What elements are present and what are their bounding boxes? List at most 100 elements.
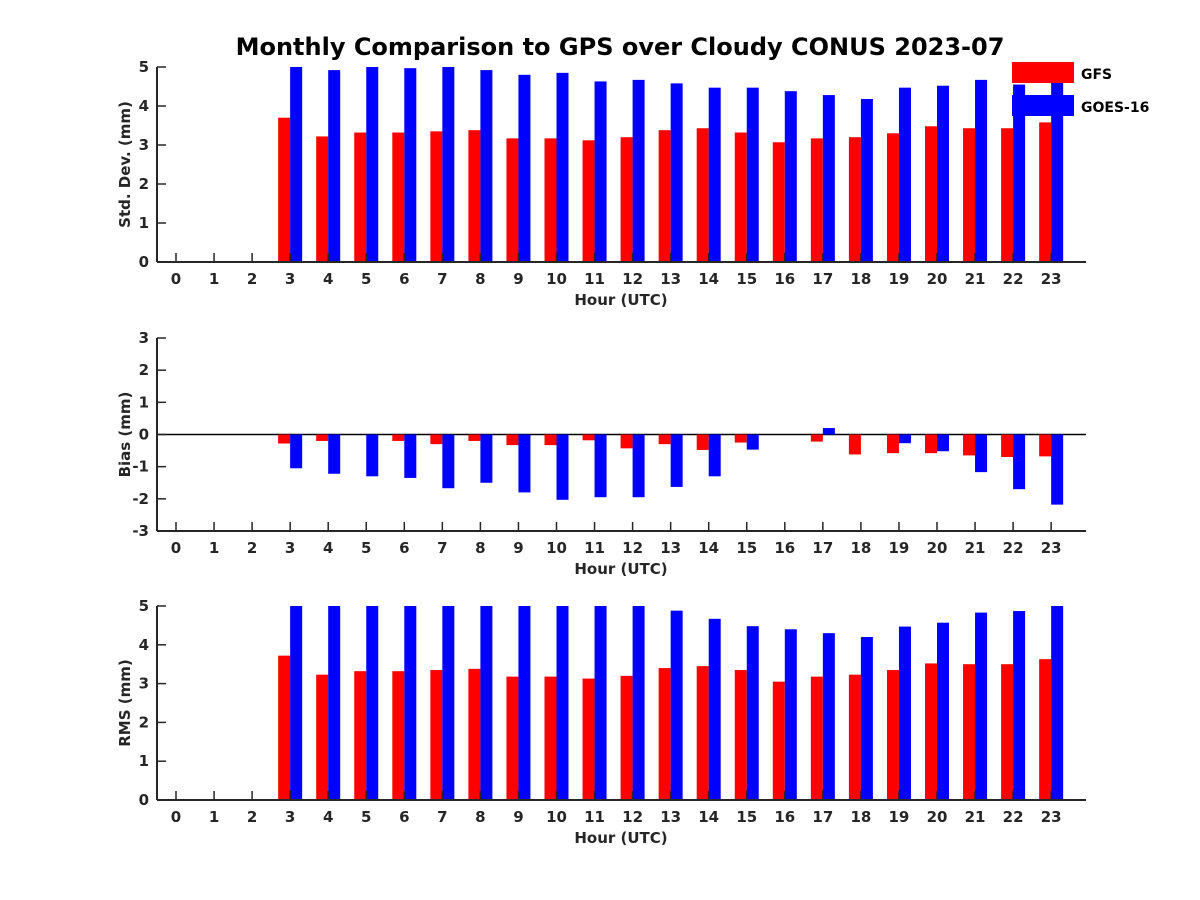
bar-goes-16-23	[1051, 606, 1064, 800]
x-tick-label: 14	[698, 808, 719, 826]
x-tick-label: 3	[285, 270, 295, 288]
bar-gfs-13	[658, 668, 671, 800]
x-tick-label: 13	[660, 270, 681, 288]
legend-swatch-gfs	[1012, 62, 1074, 83]
bar-gfs-19	[886, 133, 899, 262]
bar-gfs-13	[658, 434, 671, 445]
y-tick-label: 0	[139, 253, 149, 271]
bar-goes-16-23	[1051, 434, 1064, 505]
bar-goes-16-5	[366, 434, 379, 477]
x-tick-label: 2	[247, 808, 257, 826]
chart-title: Monthly Comparison to GPS over Cloudy CO…	[236, 33, 1005, 61]
x-tick-label: 22	[1003, 270, 1024, 288]
bar-gfs-6	[392, 671, 405, 800]
x-tick-label: 7	[437, 539, 447, 557]
bar-gfs-7	[430, 670, 443, 800]
bar-gfs-23	[1039, 659, 1052, 800]
bar-goes-16-11	[594, 434, 607, 498]
bar-goes-16-6	[404, 68, 417, 262]
x-axis-label: Hour (UTC)	[574, 291, 667, 309]
bar-goes-16-8	[480, 434, 493, 483]
x-tick-label: 8	[475, 270, 485, 288]
x-tick-label: 23	[1041, 539, 1062, 557]
x-tick-label: 11	[584, 539, 605, 557]
x-axis-label: Hour (UTC)	[574, 560, 667, 578]
x-tick-label: 13	[660, 808, 681, 826]
bar-gfs-22	[1001, 664, 1014, 800]
bar-gfs-12	[620, 137, 633, 262]
x-tick-label: 18	[850, 539, 871, 557]
x-tick-label: 1	[209, 270, 219, 288]
x-tick-label: 21	[965, 270, 986, 288]
x-axis-label: Hour (UTC)	[574, 829, 667, 847]
bar-gfs-20	[925, 663, 937, 800]
bar-gfs-8	[468, 130, 481, 262]
bar-gfs-20	[925, 434, 937, 454]
bar-gfs-23	[1039, 434, 1052, 457]
bar-gfs-18	[848, 137, 861, 262]
bar-gfs-8	[468, 668, 481, 800]
bar-gfs-3	[278, 117, 291, 262]
bar-gfs-9	[506, 676, 519, 800]
legend: GFS GOES-16	[1012, 62, 1149, 116]
y-tick-label: 1	[139, 752, 149, 770]
y-tick-label: 5	[139, 58, 149, 76]
y-tick-label: -2	[132, 490, 149, 508]
bar-goes-16-16	[784, 629, 797, 800]
bar-goes-16-20	[937, 622, 949, 800]
x-tick-label: 21	[965, 808, 986, 826]
x-tick-label: 5	[361, 808, 371, 826]
bar-goes-16-23	[1051, 81, 1064, 262]
bar-goes-16-13	[670, 434, 683, 487]
legend-swatch-goes-16	[1012, 95, 1074, 116]
bar-goes-16-22	[1013, 611, 1026, 800]
bar-gfs-22	[1001, 128, 1014, 262]
x-tick-label: 6	[399, 539, 409, 557]
x-tick-label: 16	[774, 270, 795, 288]
bar-gfs-21	[963, 434, 976, 456]
bar-gfs-17	[810, 676, 823, 800]
y-tick-label: 0	[139, 791, 149, 809]
x-tick-label: 17	[812, 270, 833, 288]
x-tick-label: 8	[475, 539, 485, 557]
bar-goes-16-19	[898, 87, 911, 262]
bar-gfs-15	[734, 132, 747, 262]
x-tick-label: 4	[323, 808, 333, 826]
bar-gfs-20	[925, 126, 937, 262]
x-tick-label: 19	[889, 270, 910, 288]
x-tick-label: 15	[736, 808, 757, 826]
bar-goes-16-17	[822, 95, 835, 262]
bar-gfs-14	[696, 666, 709, 800]
bar-goes-16-20	[937, 85, 949, 262]
bar-goes-16-21	[975, 434, 988, 473]
x-tick-label: 15	[736, 270, 757, 288]
bar-goes-16-5	[366, 606, 379, 800]
x-tick-label: 0	[171, 270, 181, 288]
x-tick-label: 18	[850, 270, 871, 288]
x-tick-label: 10	[546, 808, 567, 826]
bar-goes-16-3	[290, 606, 303, 800]
bar-gfs-17	[810, 434, 823, 442]
x-tick-label: 7	[437, 270, 447, 288]
legend-label-goes-16: GOES-16	[1081, 100, 1149, 116]
x-tick-label: 1	[209, 808, 219, 826]
bar-goes-16-13	[670, 610, 683, 800]
bar-gfs-9	[506, 434, 519, 446]
x-tick-label: 17	[812, 539, 833, 557]
y-tick-label: 1	[139, 393, 149, 411]
y-tick-label: 4	[139, 636, 149, 654]
bar-gfs-10	[544, 138, 557, 262]
x-tick-label: 23	[1041, 808, 1062, 826]
x-tick-label: 3	[285, 539, 295, 557]
bar-gfs-10	[544, 434, 557, 446]
bar-goes-16-15	[746, 626, 759, 800]
bar-goes-16-12	[632, 434, 645, 498]
bar-gfs-21	[963, 128, 976, 262]
y-tick-label: 2	[139, 361, 149, 379]
x-tick-label: 16	[774, 539, 795, 557]
bar-gfs-8	[468, 434, 481, 441]
bar-gfs-3	[278, 434, 291, 444]
bar-goes-16-18	[860, 98, 873, 262]
bar-gfs-3	[278, 655, 291, 800]
